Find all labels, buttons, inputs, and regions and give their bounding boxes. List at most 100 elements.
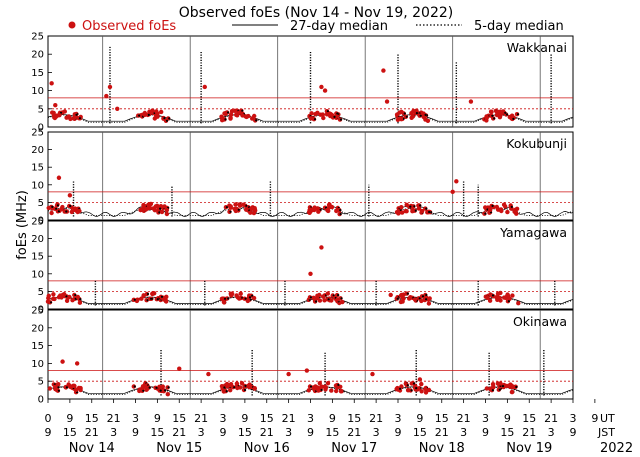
observed-point-black: [339, 209, 342, 212]
ut-tick-label: 9: [241, 412, 248, 425]
observed-point-black: [313, 118, 317, 121]
observed-outlier: [67, 193, 73, 198]
chart-title: Observed foEs (Nov 14 - Nov 19, 2022): [179, 5, 453, 21]
jst-tick-label: 9: [45, 426, 52, 439]
observed-point-black: [245, 204, 248, 207]
observed-point-black: [133, 385, 136, 388]
observed-point: [399, 292, 404, 298]
y-tick-label: 20: [31, 234, 44, 245]
observed-point-black: [320, 388, 323, 391]
observed-point: [317, 381, 322, 386]
y-tick-label: 25: [31, 217, 44, 228]
observed-point-black: [225, 390, 228, 393]
observed-outlier: [202, 84, 207, 90]
y-tick-label: 25: [31, 32, 44, 43]
observed-point-black: [418, 297, 421, 300]
observed-outlier: [304, 368, 310, 373]
day-label: Nov 16: [244, 441, 290, 456]
observed-point: [154, 109, 159, 114]
observed-point-black: [168, 117, 171, 120]
y-tick-label: 5: [38, 287, 44, 298]
ut-tick-label: 15: [85, 412, 99, 425]
observed-point: [62, 109, 67, 114]
station-name: Wakkanai: [507, 40, 567, 55]
observed-point-black: [142, 389, 145, 392]
observed-point-black: [491, 294, 495, 297]
y-tick-label: 25: [31, 128, 44, 139]
ut-tick-label: 21: [282, 412, 296, 425]
observed-point: [71, 383, 76, 388]
station-name: Kokubunji: [506, 136, 567, 151]
jst-tick-label: 15: [238, 426, 252, 439]
observed-point: [46, 293, 51, 298]
observed-outlier: [49, 81, 54, 86]
observed-point-black: [150, 297, 153, 300]
observed-point-black: [165, 119, 169, 122]
observed-point: [335, 297, 340, 302]
observed-point-black: [309, 296, 312, 299]
ut-tick-label: 15: [347, 412, 361, 425]
observed-point: [404, 202, 409, 207]
observed-point-black: [225, 206, 228, 209]
observed-point: [317, 292, 322, 298]
observed-point: [319, 384, 324, 389]
observed-point: [64, 298, 70, 303]
observed-point: [510, 293, 515, 298]
observed-point-black: [340, 297, 343, 300]
observed-point: [340, 299, 345, 305]
observed-point: [484, 386, 489, 391]
observed-point: [325, 381, 331, 386]
observed-outlier: [308, 271, 313, 276]
jst-tick-label: 21: [435, 426, 449, 439]
observed-point: [251, 295, 257, 301]
observed-point-black: [424, 113, 427, 116]
observed-point: [498, 207, 504, 212]
panel-frame: [47, 35, 574, 128]
observed-point-black: [159, 389, 162, 392]
observed-point: [224, 381, 230, 387]
observed-point: [423, 390, 429, 395]
observed-point-black: [491, 114, 494, 117]
panel-okinawa: 0 5 10 15 20 25 Okinawa: [31, 306, 574, 406]
observed-outlier: [384, 99, 390, 104]
observed-point-black: [237, 208, 240, 211]
observed-point: [235, 385, 240, 391]
observed-point: [234, 381, 240, 386]
y-tick-label: 0: [38, 305, 44, 316]
ut-tick-label: 21: [194, 412, 208, 425]
observed-outlier: [286, 371, 291, 377]
observed-outlier: [53, 102, 58, 108]
ut-tick-label: 9: [591, 412, 598, 425]
observed-point: [75, 209, 80, 215]
y-tick-label: 20: [31, 145, 44, 156]
jst-tick-label: 21: [172, 426, 186, 439]
observed-point-black: [498, 388, 501, 391]
observed-point-black: [74, 293, 77, 297]
observed-point-black: [430, 211, 433, 214]
station-name: Okinawa: [513, 314, 567, 329]
observed-point: [512, 209, 517, 214]
observed-point-black: [244, 384, 247, 387]
ut-tick-label: 15: [522, 412, 536, 425]
day-label: Nov 15: [156, 441, 202, 456]
observed-point-black: [138, 114, 141, 117]
observed-point: [507, 114, 512, 120]
observed-point: [61, 292, 67, 297]
observed-point: [228, 204, 233, 209]
observed-point-black: [333, 115, 336, 118]
observed-point-black: [410, 389, 413, 392]
observed-point-black: [65, 210, 68, 213]
jst-tick-label: 21: [522, 426, 536, 439]
jst-tick-label: 3: [110, 426, 117, 439]
y-tick-label: 10: [31, 269, 44, 280]
observed-point: [410, 209, 415, 214]
observed-point: [165, 392, 170, 397]
observed-point: [139, 296, 144, 301]
y-tick-label: 0: [38, 123, 44, 134]
y-axis-label: foEs (MHz): [15, 190, 30, 260]
observed-point-black: [507, 300, 510, 303]
observed-point: [219, 296, 225, 301]
observed-point-black: [65, 386, 68, 389]
observed-point: [326, 208, 331, 214]
ut-tick-label: 9: [504, 412, 511, 425]
